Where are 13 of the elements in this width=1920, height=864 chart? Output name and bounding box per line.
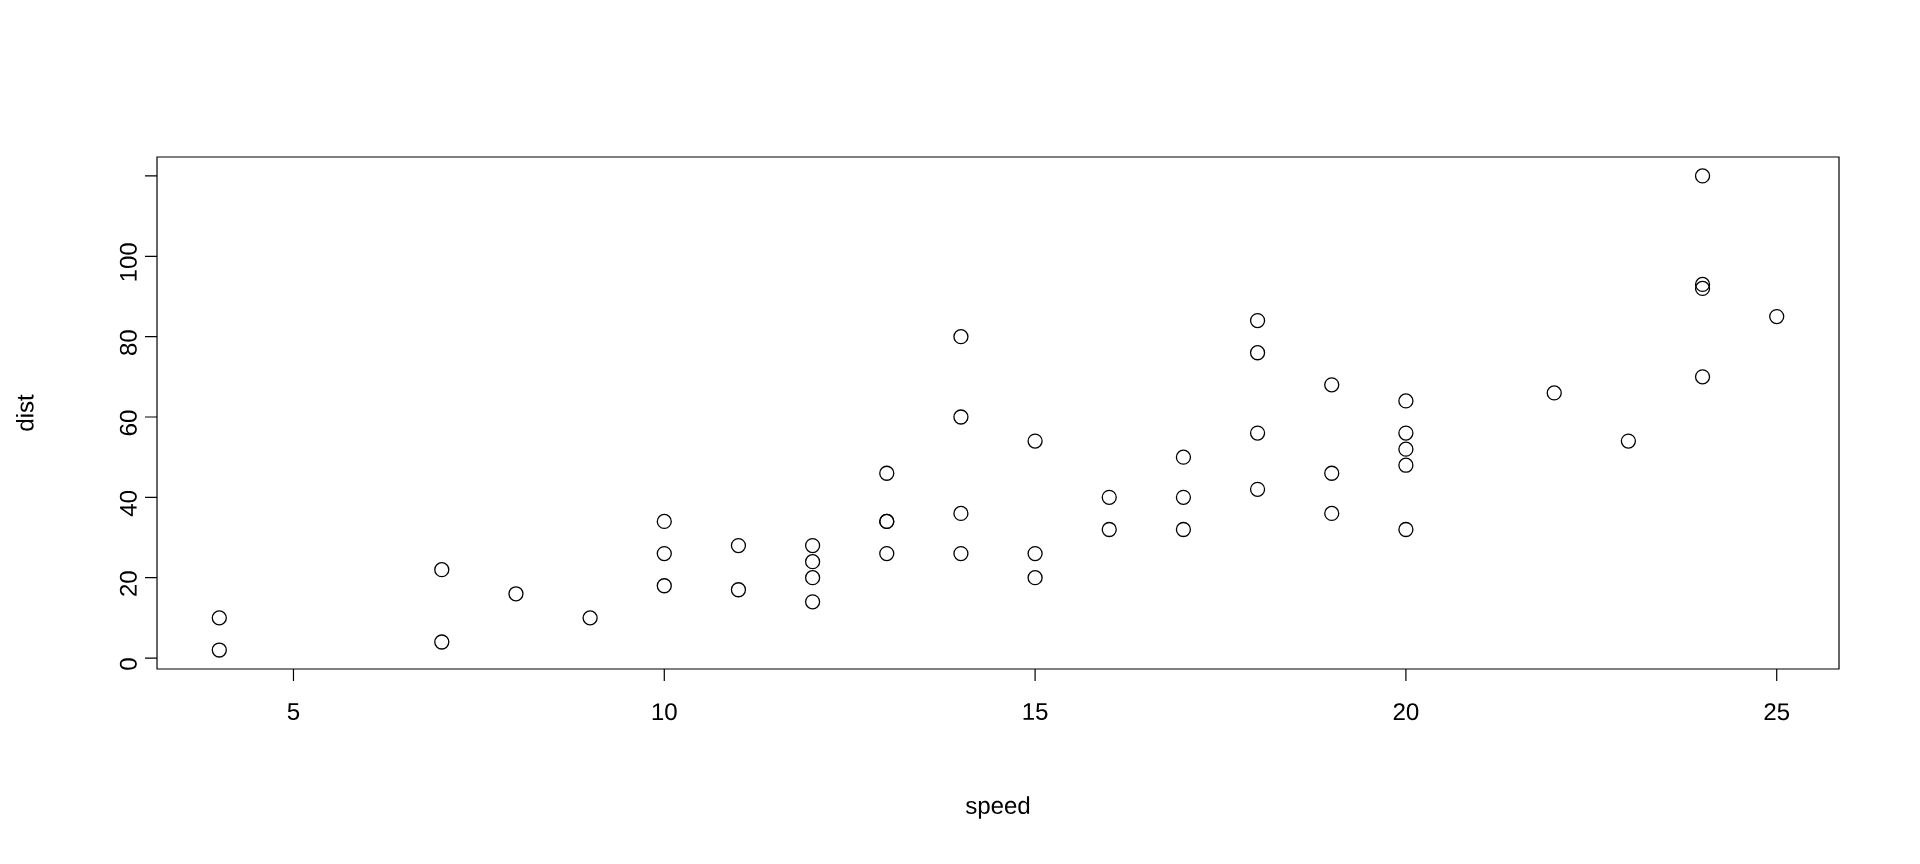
x-tick-label: 5 [287, 703, 300, 720]
y-tick-label: 80 [119, 330, 137, 355]
x-axis-title: speed [965, 796, 1030, 819]
y-tick-label: 0 [119, 658, 137, 670]
y-tick-label: 40 [119, 490, 137, 517]
y-tick-label: 20 [119, 571, 137, 596]
y-axis-title: dist [16, 394, 34, 431]
x-tick-label: 10 [652, 703, 677, 721]
x-tick-label: 20 [1393, 703, 1419, 721]
x-tick-label: 15 [1023, 703, 1048, 720]
x-tick-label: 25 [1764, 703, 1790, 721]
y-tick-label: 60 [119, 410, 137, 436]
y-tick-label: 100 [119, 243, 137, 281]
